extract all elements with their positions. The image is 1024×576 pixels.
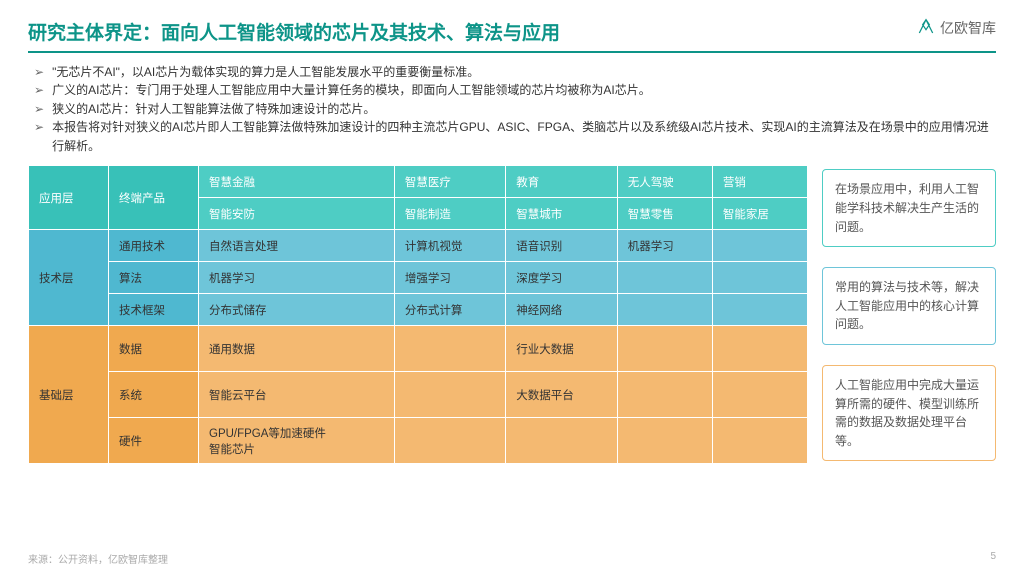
grid-cell: 智慧城市	[506, 198, 617, 230]
grid-cell	[617, 372, 712, 418]
grid-cell	[394, 418, 505, 464]
side-notes: 在场景应用中，利用人工智能学科技术解决生产生活的问题。 常用的算法与技术等，解决…	[822, 165, 996, 464]
grid-cell	[506, 418, 617, 464]
grid-cell	[394, 372, 505, 418]
grid-cell: 智慧医疗	[394, 166, 505, 198]
grid-cell: 智能安防	[199, 198, 395, 230]
layer3-row-head: 硬件	[109, 418, 199, 464]
bullet-item: "无芯片不AI"，以AI芯片为载体实现的算力是人工智能发展水平的重要衡量标准。	[34, 63, 996, 82]
grid-cell	[712, 230, 807, 262]
grid-cell: 无人驾驶	[617, 166, 712, 198]
layer2-row-head: 技术框架	[109, 294, 199, 326]
grid-cell: GPU/FPGA等加速硬件 智能芯片	[199, 418, 395, 464]
grid-cell	[617, 294, 712, 326]
grid-cell	[617, 262, 712, 294]
grid-cell: 机器学习	[617, 230, 712, 262]
grid-cell: 深度学习	[506, 262, 617, 294]
grid-cell: 智能制造	[394, 198, 505, 230]
grid-cell: 增强学习	[394, 262, 505, 294]
layer1-row-head: 终端产品	[109, 166, 199, 230]
footer: 来源：公开资料，亿欧智库整理 5	[28, 551, 996, 566]
grid-cell: 行业大数据	[506, 326, 617, 372]
layer2-name: 技术层	[29, 230, 109, 326]
layer3-name: 基础层	[29, 326, 109, 464]
bullet-item: 广义的AI芯片：专门用于处理人工智能应用中大量计算任务的模块，即面向人工智能领域…	[34, 81, 996, 100]
bullet-list: "无芯片不AI"，以AI芯片为载体实现的算力是人工智能发展水平的重要衡量标准。 …	[34, 63, 996, 156]
architecture-table: 应用层 终端产品 智慧金融 智慧医疗 教育 无人驾驶 营销 智能安防 智能制造 …	[28, 165, 808, 464]
grid-cell	[394, 326, 505, 372]
grid-cell	[712, 372, 807, 418]
logo-text: 亿欧智库	[940, 18, 996, 38]
grid-cell: 教育	[506, 166, 617, 198]
page-number: 5	[990, 551, 996, 566]
grid-cell: 智能家居	[712, 198, 807, 230]
grid-cell: 机器学习	[199, 262, 395, 294]
side-note-layer3: 人工智能应用中完成大量运算所需的硬件、模型训练所需的数据及数据处理平台等。	[822, 365, 996, 461]
logo-icon	[916, 18, 936, 38]
grid-cell: 智慧金融	[199, 166, 395, 198]
layer3-row-head: 系统	[109, 372, 199, 418]
side-note-layer1: 在场景应用中，利用人工智能学科技术解决生产生活的问题。	[822, 169, 996, 247]
title-underline	[28, 51, 996, 53]
grid-cell	[712, 294, 807, 326]
grid-cell	[617, 326, 712, 372]
grid-cell: 智慧零售	[617, 198, 712, 230]
grid-cell: 通用数据	[199, 326, 395, 372]
grid-cell: 自然语言处理	[199, 230, 395, 262]
layer2-row-head: 通用技术	[109, 230, 199, 262]
grid-cell	[712, 262, 807, 294]
side-note-layer2: 常用的算法与技术等，解决人工智能应用中的核心计算问题。	[822, 267, 996, 345]
grid-cell: 语音识别	[506, 230, 617, 262]
source-text: 来源：公开资料，亿欧智库整理	[28, 551, 168, 566]
layer2-row-head: 算法	[109, 262, 199, 294]
grid-cell: 神经网络	[506, 294, 617, 326]
grid-cell: 营销	[712, 166, 807, 198]
brand-logo: 亿欧智库	[916, 18, 996, 38]
grid-cell: 分布式计算	[394, 294, 505, 326]
grid-cell: 大数据平台	[506, 372, 617, 418]
header: 研究主体界定：面向人工智能领域的芯片及其技术、算法与应用 亿欧智库	[28, 18, 996, 45]
layer1-name: 应用层	[29, 166, 109, 230]
bullet-item: 本报告将对针对狭义的AI芯片即人工智能算法做特殊加速设计的四种主流芯片GPU、A…	[34, 118, 996, 155]
grid-cell: 计算机视觉	[394, 230, 505, 262]
bullet-item: 狭义的AI芯片：针对人工智能算法做了特殊加速设计的芯片。	[34, 100, 996, 119]
grid-cell	[617, 418, 712, 464]
grid-cell: 智能云平台	[199, 372, 395, 418]
layer3-row-head: 数据	[109, 326, 199, 372]
grid-cell: 分布式储存	[199, 294, 395, 326]
page-title: 研究主体界定：面向人工智能领域的芯片及其技术、算法与应用	[28, 18, 560, 45]
grid-cell	[712, 418, 807, 464]
grid-cell	[712, 326, 807, 372]
